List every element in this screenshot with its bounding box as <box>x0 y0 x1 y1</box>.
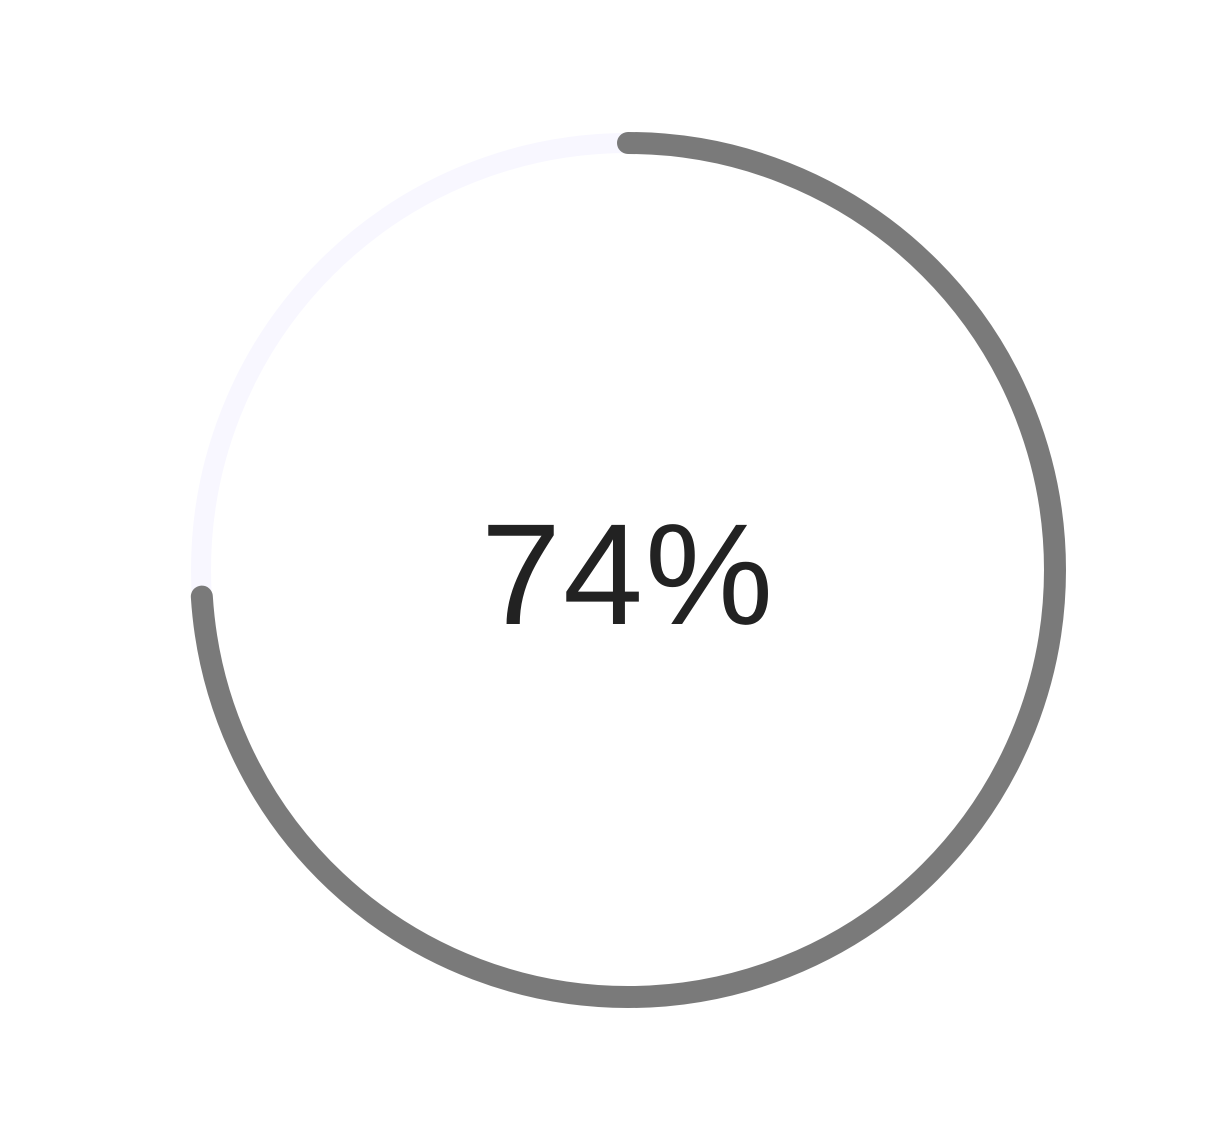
progress-fill <box>190 132 1066 1008</box>
progress-percent-label: 74% <box>480 494 776 655</box>
